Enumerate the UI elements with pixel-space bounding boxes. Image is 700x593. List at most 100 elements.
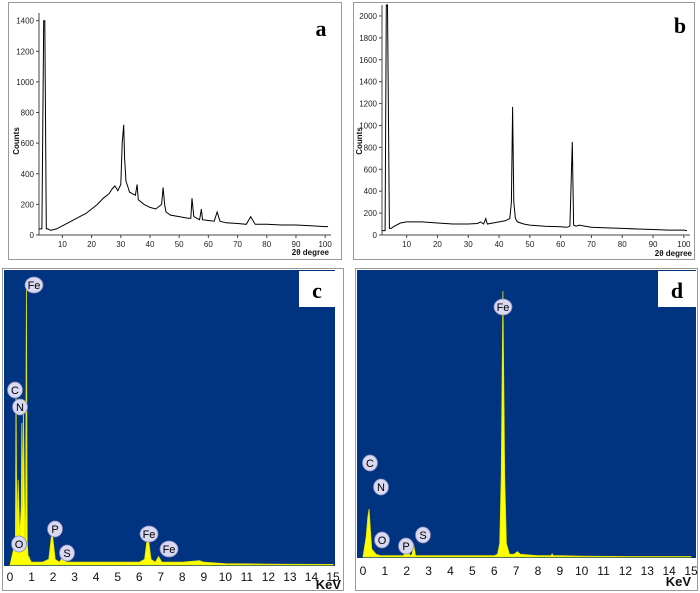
x-tick-label: 11 bbox=[241, 570, 254, 584]
x-axis-a: 10 20 30 40 50 60 70 80 90 100 bbox=[39, 234, 332, 249]
peak-label-o: O bbox=[374, 531, 390, 549]
y-tick-label: 1000 bbox=[359, 121, 377, 130]
x-tick-label: 70 bbox=[233, 240, 242, 249]
x-tick-label: 30 bbox=[116, 240, 125, 249]
peak-label-fe: Fe bbox=[24, 276, 44, 294]
y-axis-b: 0 200 400 600 800 1000 1200 1400 1600 1800 2000 bbox=[359, 5, 383, 240]
y-tick-label: 1400 bbox=[16, 17, 34, 26]
peak-label-bubble bbox=[59, 544, 75, 562]
x-tick-label: 8 bbox=[535, 564, 542, 578]
peak-label-n: N bbox=[373, 478, 389, 496]
x-tick-label: 12 bbox=[262, 570, 276, 584]
y-tick-label: 1200 bbox=[359, 100, 377, 109]
x-tick-label: 1 bbox=[382, 564, 389, 578]
eds-spectrum-c: C N O Fe P S Fe Fe 0 1 2 3 4 5 6 7 8 9 10 11 12 13 14 15 KeV c bbox=[2, 268, 344, 592]
y-tick-label: 1600 bbox=[359, 56, 377, 65]
peak-label-bubble bbox=[24, 276, 44, 294]
x-tick-label: 40 bbox=[495, 240, 504, 249]
peak-label-text: C bbox=[366, 458, 374, 470]
xrd-chart-b: 0 200 400 600 800 1000 1200 1400 1600 1800 2000 10… bbox=[353, 2, 695, 260]
x-tick-label: 11 bbox=[597, 564, 610, 578]
x-tick-label: 90 bbox=[649, 240, 658, 249]
x-tick-label: 90 bbox=[292, 240, 301, 249]
y-tick-label: 1400 bbox=[359, 78, 377, 87]
x-tick-label: 0 bbox=[360, 564, 367, 578]
y-tick-label: 1000 bbox=[16, 78, 34, 87]
peak-label-c: C bbox=[7, 381, 23, 399]
panel-label-box-d bbox=[658, 271, 696, 307]
peak-label-text: O bbox=[15, 539, 24, 551]
peak-label-fe: Fe bbox=[139, 525, 159, 543]
x-tick-label: 5 bbox=[114, 570, 121, 584]
peak-label-bubble bbox=[47, 520, 63, 538]
y-tick-label: 0 bbox=[30, 231, 35, 240]
y-tick-label: 800 bbox=[364, 143, 378, 152]
x-axis-d: 0 1 2 3 4 5 6 7 8 9 10 11 12 13 14 15 bbox=[360, 564, 698, 578]
x-tick-label: 30 bbox=[464, 240, 473, 249]
x-axis-c: 0 1 2 3 4 5 6 7 8 9 10 11 12 13 14 15 bbox=[7, 570, 340, 584]
panel-label-c: c bbox=[312, 278, 322, 303]
x-tick-label: 10 bbox=[58, 240, 67, 249]
x-tick-label: 60 bbox=[204, 240, 213, 249]
y-tick-label: 200 bbox=[21, 200, 35, 209]
y-tick-label: 1200 bbox=[16, 47, 34, 56]
y-tick-label: 0 bbox=[373, 231, 378, 240]
peak-label-text: Fe bbox=[143, 529, 156, 541]
x-tick-label: 50 bbox=[525, 240, 534, 249]
x-tick-label: 10 bbox=[402, 240, 411, 249]
xrd-chart-a: 0 200 400 600 800 1000 1200 1400 10 20 30 40 50 60 70… bbox=[8, 2, 342, 260]
x-tick-label: 3 bbox=[71, 570, 78, 584]
x-tick-label: 60 bbox=[556, 240, 565, 249]
x-tick-label: 0 bbox=[7, 570, 14, 584]
x-tick-label: 40 bbox=[146, 240, 155, 249]
x-tick-label: 100 bbox=[677, 240, 691, 249]
x-tick-label: 20 bbox=[87, 240, 96, 249]
x-tick-label: 2 bbox=[403, 564, 410, 578]
y-tick-label: 600 bbox=[21, 139, 35, 148]
panel-label-box-c bbox=[299, 271, 335, 307]
peak-label-text: P bbox=[51, 524, 58, 536]
spectrum-background-c bbox=[4, 270, 335, 566]
y-tick-label: 800 bbox=[21, 109, 35, 118]
diffraction-line-b bbox=[382, 4, 687, 232]
peak-label-s: S bbox=[415, 526, 431, 544]
peak-label-text: N bbox=[377, 482, 385, 494]
x-tick-label: 8 bbox=[179, 570, 186, 584]
peak-label-s: S bbox=[59, 544, 75, 562]
x-tick-label: 6 bbox=[491, 564, 498, 578]
x-tick-label: 7 bbox=[513, 564, 520, 578]
peak-label-text: S bbox=[63, 548, 70, 560]
peak-label-n: N bbox=[12, 398, 28, 416]
x-tick-label: 13 bbox=[283, 570, 297, 584]
peak-label-text: Fe bbox=[28, 280, 41, 292]
peak-label-fe: Fe bbox=[159, 540, 179, 558]
x-tick-label: 1 bbox=[28, 570, 35, 584]
peak-label-o: O bbox=[11, 535, 27, 553]
peak-label-p: P bbox=[398, 537, 414, 555]
x-tick-label: 3 bbox=[425, 564, 432, 578]
peak-label-c: C bbox=[362, 454, 378, 472]
x-tick-label: 12 bbox=[619, 564, 633, 578]
y-tick-label: 400 bbox=[21, 170, 35, 179]
x-axis-title-b: 2θ degree bbox=[655, 249, 693, 258]
peak-label-text: Fe bbox=[497, 302, 510, 314]
spectrum-fill-d bbox=[362, 290, 692, 558]
x-tick-label: 13 bbox=[641, 564, 655, 578]
x-axis-title-c: KeV bbox=[316, 577, 342, 592]
x-tick-label: 80 bbox=[618, 240, 627, 249]
peak-label-bubble bbox=[139, 525, 159, 543]
peak-label-bubble bbox=[373, 478, 389, 496]
peak-label-text: N bbox=[16, 402, 24, 414]
peak-label-bubble bbox=[11, 535, 27, 553]
y-tick-label: 1800 bbox=[359, 34, 377, 43]
x-axis-title-d: KeV bbox=[666, 574, 692, 589]
peak-label-text: Fe bbox=[163, 544, 176, 556]
x-tick-label: 5 bbox=[469, 564, 476, 578]
peak-label-bubble bbox=[12, 398, 28, 416]
y-axis-title-b: Counts bbox=[355, 127, 364, 155]
peak-label-bubble bbox=[374, 531, 390, 549]
y-tick-label: 400 bbox=[364, 187, 378, 196]
x-tick-label: 14 bbox=[662, 564, 676, 578]
peak-label-fe: Fe bbox=[493, 298, 513, 316]
x-tick-label: 7 bbox=[157, 570, 164, 584]
